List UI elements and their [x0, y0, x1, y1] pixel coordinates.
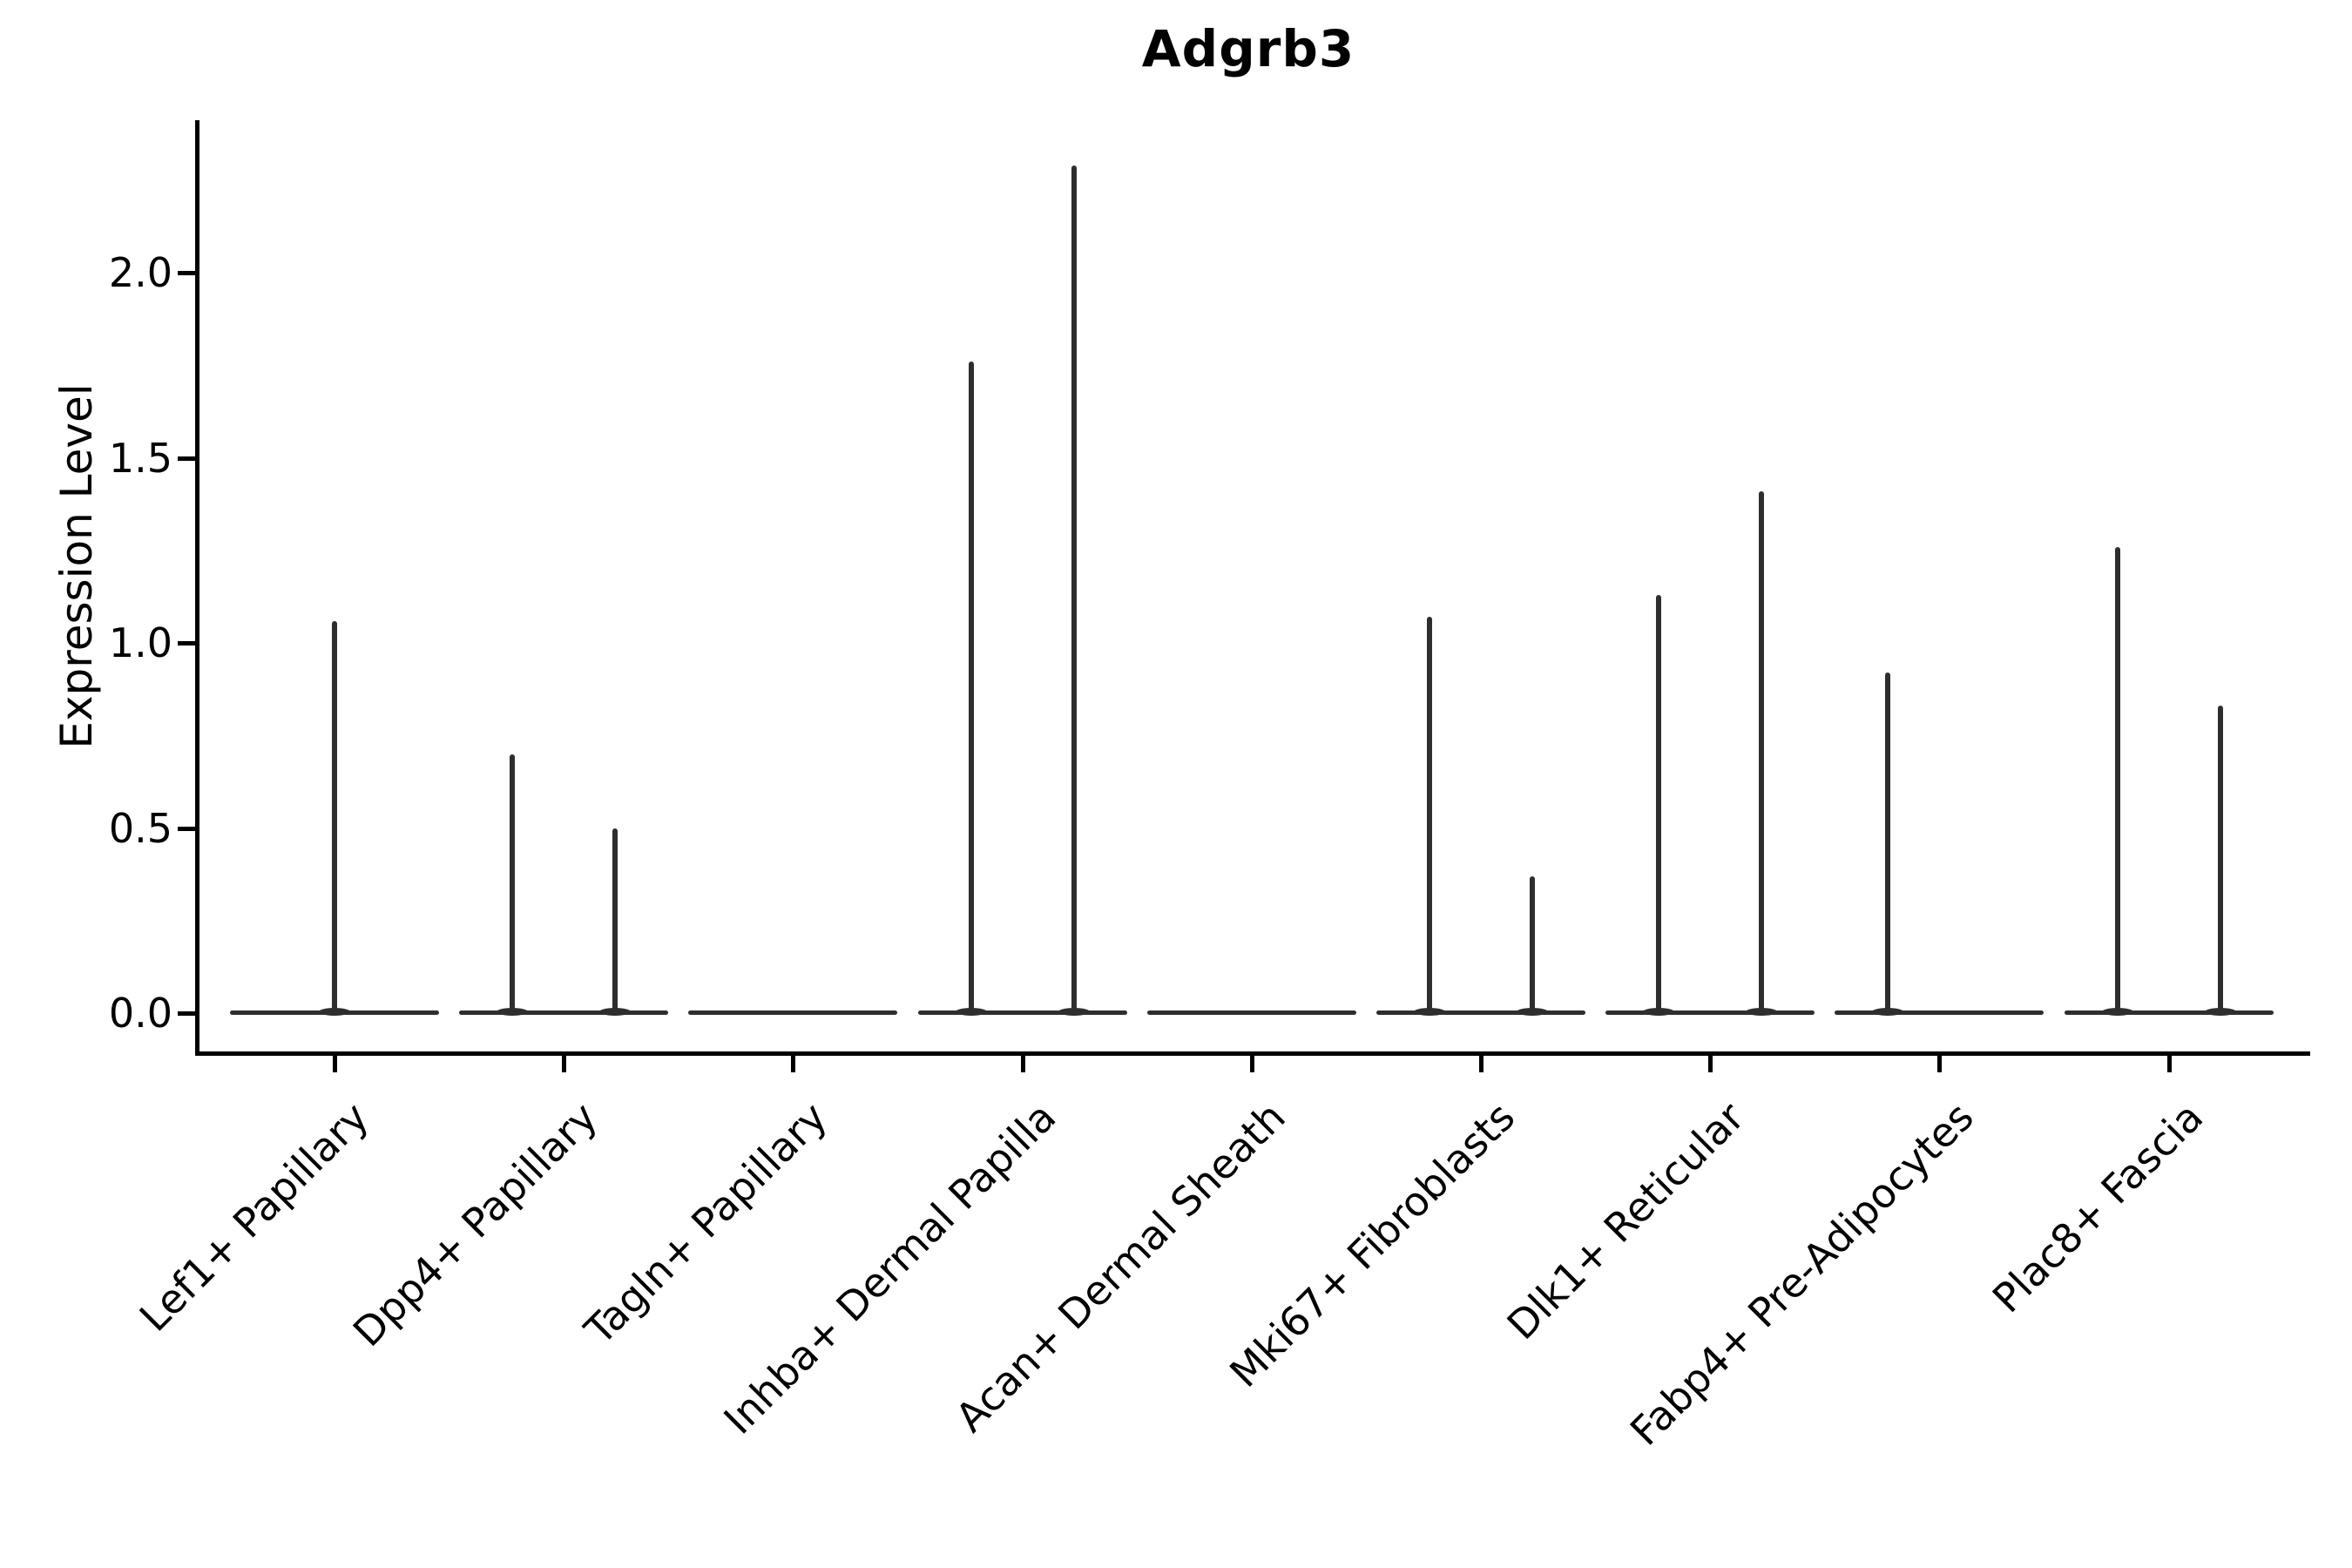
- violin-spike: [968, 362, 974, 1015]
- violin-baseline: [917, 1010, 1127, 1015]
- x-tick-label: Plac8+ Fascia: [1983, 1092, 2212, 1322]
- y-tick-label: 0.0: [108, 990, 172, 1037]
- violin-spike: [510, 754, 516, 1015]
- violin-spike: [612, 828, 618, 1015]
- x-tick-mark: [2166, 1056, 2172, 1072]
- violin-spike: [2114, 546, 2120, 1015]
- plot-title: Adgrb3: [1141, 19, 1355, 78]
- violin-baseline: [2064, 1010, 2274, 1015]
- y-tick-mark: [178, 456, 196, 461]
- violin-spike: [1885, 672, 1891, 1015]
- violin-baseline: [688, 1010, 898, 1015]
- y-tick-mark: [178, 1011, 196, 1016]
- x-tick-mark: [1479, 1056, 1484, 1072]
- violin-spike: [1071, 165, 1077, 1015]
- violin-base-bump: [955, 1008, 987, 1016]
- violin-baseline: [1835, 1010, 2044, 1015]
- violin-spike: [332, 620, 337, 1015]
- violin-base-bump: [497, 1008, 529, 1016]
- y-tick-mark: [178, 271, 196, 275]
- violin-spike: [1656, 594, 1662, 1015]
- violin-spike: [2217, 706, 2223, 1015]
- violin-baseline: [1605, 1010, 1815, 1015]
- violin-baseline: [459, 1010, 669, 1015]
- violin-base-bump: [319, 1008, 350, 1016]
- violin-base-bump: [1414, 1008, 1445, 1016]
- x-tick-mark: [333, 1056, 337, 1072]
- x-tick-mark: [1020, 1056, 1025, 1072]
- violin-baseline: [1146, 1010, 1356, 1015]
- violin-base-bump: [1746, 1008, 1778, 1016]
- violin-spike: [1427, 617, 1432, 1015]
- x-tick-mark: [1708, 1056, 1713, 1072]
- violin-base-bump: [1872, 1008, 1904, 1016]
- y-tick-label: 1.0: [108, 619, 172, 666]
- y-tick-mark: [178, 641, 196, 645]
- y-tick-label: 0.5: [108, 804, 172, 852]
- y-tick-label: 1.5: [108, 434, 172, 482]
- x-tick-mark: [1937, 1056, 1943, 1072]
- violin-base-bump: [599, 1008, 632, 1016]
- x-tick-label: Dpp4+ Papillary: [344, 1092, 607, 1356]
- violin-base-bump: [1643, 1008, 1675, 1016]
- violin-base-bump: [1058, 1008, 1090, 1016]
- x-tick-label: Lef1+ Papillary: [130, 1092, 378, 1341]
- x-tick-label: Dlk1+ Reticular: [1497, 1092, 1754, 1349]
- violin-base-bump: [2204, 1008, 2236, 1016]
- x-tick-mark: [791, 1056, 796, 1072]
- violin-spike: [1759, 490, 1765, 1015]
- y-tick-mark: [178, 826, 196, 831]
- y-axis-spine: [195, 120, 199, 1056]
- x-tick-label: Tagln+ Papillary: [575, 1092, 836, 1354]
- violin-spike: [1530, 875, 1535, 1015]
- x-tick-mark: [562, 1056, 567, 1072]
- x-axis-spine: [195, 1051, 2310, 1056]
- violin-baseline: [1376, 1010, 1585, 1015]
- x-tick-mark: [1249, 1056, 1254, 1072]
- violin-base-bump: [2101, 1008, 2133, 1016]
- y-tick-label: 2.0: [108, 249, 172, 296]
- violin-base-bump: [1517, 1008, 1548, 1016]
